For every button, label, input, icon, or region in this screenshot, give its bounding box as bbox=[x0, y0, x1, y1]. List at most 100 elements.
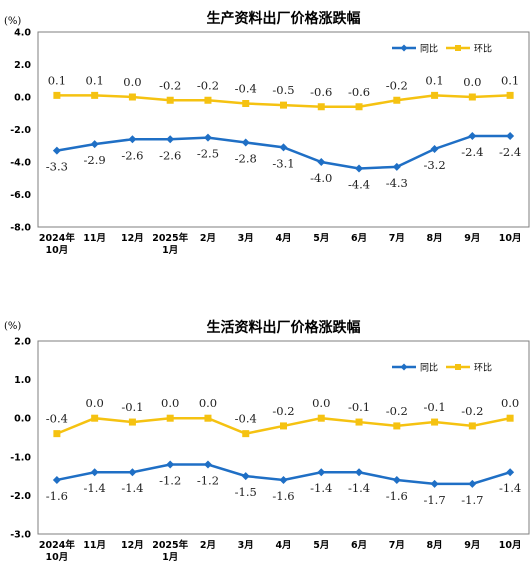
data-point bbox=[355, 418, 363, 426]
data-label: -1.4 bbox=[499, 481, 521, 495]
data-label: -2.4 bbox=[499, 145, 521, 159]
data-label: -2.8 bbox=[235, 152, 257, 166]
data-label: -1.6 bbox=[46, 489, 68, 503]
data-label: -1.4 bbox=[310, 481, 332, 495]
x-tick-label: 2024年 bbox=[39, 539, 75, 551]
y-tick-label: 0.0 bbox=[14, 414, 31, 425]
data-label: -3.2 bbox=[423, 158, 445, 172]
legend-label: 同比 bbox=[420, 43, 438, 55]
legend-marker bbox=[455, 364, 461, 370]
x-tick-label: 2月 bbox=[200, 233, 216, 244]
data-label: -3.3 bbox=[46, 160, 68, 174]
chart-production-materials: 生产资料出厂价格涨跌幅 (%) 4.0 2.0 0.0 -2.0 -4.0 -6.0 -8.0 2… bbox=[0, 0, 531, 280]
y-tick-label: -2.0 bbox=[10, 125, 31, 136]
data-point bbox=[204, 96, 212, 104]
data-label: -2.6 bbox=[159, 148, 181, 162]
data-point bbox=[203, 133, 212, 142]
data-point bbox=[128, 468, 137, 477]
y-tick-label: 0.0 bbox=[14, 93, 31, 104]
x-tick-label: 3月 bbox=[238, 233, 254, 244]
x-tick-label: 1月 bbox=[162, 552, 178, 563]
data-point bbox=[430, 145, 439, 153]
chart-svg: 生产资料出厂价格涨跌幅 (%)4.0 2.0 0.0 -2.0 -4.0 -6.0 -8.0 2… bbox=[4, 10, 530, 256]
y-tick-label: -2.0 bbox=[10, 491, 31, 502]
x-tick-label: 7月 bbox=[389, 540, 405, 551]
data-point bbox=[280, 101, 287, 109]
x-tick-label: 2月 bbox=[200, 540, 216, 551]
data-point bbox=[128, 418, 136, 426]
data-point bbox=[431, 91, 439, 99]
data-label: -1.2 bbox=[159, 474, 181, 488]
legend-marker bbox=[400, 363, 408, 371]
data-point bbox=[430, 479, 439, 488]
x-tick-label: 10月 bbox=[499, 540, 522, 551]
x-tick-label: 10月 bbox=[499, 233, 522, 244]
data-point bbox=[166, 414, 174, 422]
data-label: 0.0 bbox=[161, 396, 179, 410]
y-tick-label: 2.0 bbox=[14, 337, 31, 348]
data-point bbox=[90, 140, 99, 149]
data-point bbox=[241, 472, 250, 481]
data-label: 0.0 bbox=[123, 75, 141, 89]
data-label: -1.4 bbox=[348, 481, 370, 495]
data-point bbox=[203, 460, 212, 469]
data-label: -1.2 bbox=[197, 474, 219, 488]
x-tick-label: 10月 bbox=[46, 552, 69, 563]
data-point bbox=[280, 422, 287, 430]
unit-label: (%) bbox=[4, 16, 21, 27]
data-label: -0.5 bbox=[272, 83, 294, 97]
data-label: 0.0 bbox=[312, 396, 330, 410]
y-tick-label: -4.0 bbox=[10, 158, 31, 169]
x-tick-label: 11月 bbox=[83, 233, 106, 244]
data-point bbox=[242, 430, 250, 438]
x-tick-label: 1月 bbox=[162, 245, 178, 256]
data-label: 0.1 bbox=[501, 73, 519, 87]
plot-area bbox=[37, 31, 530, 228]
data-point bbox=[241, 138, 250, 147]
data-label: -0.1 bbox=[121, 400, 143, 414]
data-label: -0.2 bbox=[272, 404, 294, 418]
chart-title: 生活资料出厂价格涨跌幅 bbox=[207, 319, 361, 336]
data-label: -4.4 bbox=[348, 178, 370, 192]
data-point bbox=[128, 93, 136, 101]
data-label: -1.5 bbox=[235, 485, 257, 499]
data-label: -0.2 bbox=[386, 78, 408, 92]
chart-title: 生产资料出厂价格涨跌幅 bbox=[207, 10, 361, 27]
data-point bbox=[166, 96, 174, 104]
data-label: 0.0 bbox=[86, 396, 104, 410]
x-tick-label: 6月 bbox=[351, 540, 367, 551]
y-tick-label: -3.0 bbox=[10, 530, 31, 541]
data-point bbox=[91, 91, 99, 99]
data-label: -1.4 bbox=[121, 481, 143, 495]
data-point bbox=[468, 132, 477, 140]
x-tick-label: 2024年 bbox=[39, 232, 75, 244]
legend-label: 环比 bbox=[474, 362, 492, 374]
plot-area bbox=[37, 340, 530, 535]
y-tick-label: -6.0 bbox=[10, 190, 31, 201]
legend-label: 同比 bbox=[420, 362, 438, 374]
data-point bbox=[355, 468, 364, 477]
data-point bbox=[317, 468, 326, 477]
data-point bbox=[166, 460, 175, 469]
chart-consumer-goods: 生活资料出厂价格涨跌幅 (%) 2.0 1.0 0.0 -1.0 -2.0 -3.0 2024年… bbox=[0, 315, 531, 571]
data-label: -1.6 bbox=[272, 489, 294, 503]
data-label: 0.1 bbox=[48, 73, 66, 87]
x-tick-label: 4月 bbox=[275, 540, 291, 551]
legend-label: 环比 bbox=[474, 43, 492, 55]
data-label: -4.0 bbox=[310, 171, 332, 185]
data-point bbox=[52, 146, 61, 155]
y-tick-label: 1.0 bbox=[14, 375, 31, 386]
data-point bbox=[279, 475, 288, 484]
data-point bbox=[506, 91, 514, 99]
x-tick-label: 5月 bbox=[313, 233, 329, 244]
data-point bbox=[279, 143, 288, 152]
x-tick-label: 2025年 bbox=[152, 539, 188, 551]
data-point bbox=[91, 414, 99, 422]
data-point bbox=[52, 475, 61, 484]
data-point bbox=[242, 100, 250, 107]
data-label: -0.4 bbox=[235, 82, 257, 96]
x-tick-label: 12月 bbox=[121, 233, 144, 244]
data-point bbox=[506, 468, 515, 477]
data-label: -0.4 bbox=[46, 412, 68, 426]
x-tick-label: 9月 bbox=[464, 540, 480, 551]
